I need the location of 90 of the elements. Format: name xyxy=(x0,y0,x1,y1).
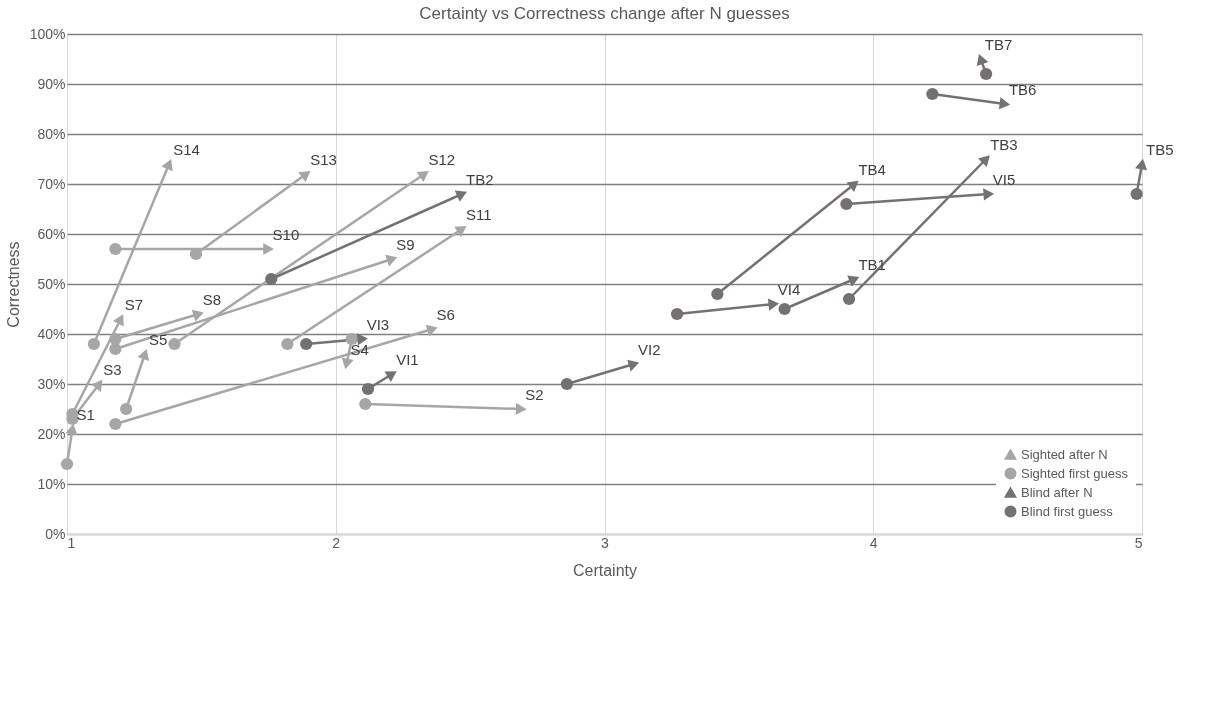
y-tick-label: 40% xyxy=(37,325,66,342)
x-axis-title: Certainty xyxy=(572,561,638,579)
annotation: S2 xyxy=(525,386,544,403)
point xyxy=(454,190,467,202)
point xyxy=(778,302,791,316)
annotation: S14 xyxy=(173,141,200,158)
point xyxy=(300,337,313,351)
annotation: S8 xyxy=(202,291,222,308)
point xyxy=(281,337,294,351)
annotation: S6 xyxy=(436,306,455,323)
point xyxy=(1130,187,1143,201)
point xyxy=(120,402,133,416)
annotation: TB6 xyxy=(1008,81,1037,98)
legend-label: Blind first guess xyxy=(1021,503,1114,519)
annotation: VI2 xyxy=(638,341,661,358)
annotation: S13 xyxy=(310,151,337,168)
point xyxy=(515,402,527,415)
point xyxy=(767,298,780,311)
point xyxy=(191,309,204,322)
annotation: TB7 xyxy=(984,36,1013,53)
annotation: S7 xyxy=(124,296,144,313)
y-tick-label: 60% xyxy=(37,225,66,242)
y-tick-label: 50% xyxy=(37,275,66,292)
point xyxy=(361,382,375,396)
x-tick-label: 3 xyxy=(601,534,610,551)
annotation: S9 xyxy=(396,236,415,253)
point xyxy=(842,292,856,306)
point xyxy=(137,348,150,361)
y-tick-label: 10% xyxy=(37,475,66,492)
annotation: TB2 xyxy=(466,171,494,188)
y-axis-title: Correctness xyxy=(4,241,22,328)
y-tick-label: 80% xyxy=(37,125,66,142)
point xyxy=(926,87,939,101)
point xyxy=(265,272,278,286)
annotation: S1 xyxy=(76,406,95,423)
point xyxy=(87,337,100,351)
point xyxy=(385,254,398,267)
point xyxy=(359,397,372,411)
x-tick-label: 5 xyxy=(1134,534,1143,551)
y-tick-label: 20% xyxy=(37,425,66,442)
point xyxy=(263,242,274,256)
point xyxy=(341,357,354,370)
point xyxy=(65,423,78,436)
y-tick-label: 90% xyxy=(37,75,66,92)
point xyxy=(91,379,103,392)
annotation: S4 xyxy=(350,341,369,358)
annotation: TB5 xyxy=(1146,141,1174,158)
point xyxy=(847,275,860,287)
annotation: VI3 xyxy=(366,316,390,333)
legend-label: Sighted first guess xyxy=(1021,465,1129,481)
point xyxy=(670,307,684,321)
point xyxy=(298,170,311,183)
point xyxy=(109,417,122,431)
point xyxy=(425,324,438,337)
annotation: S3 xyxy=(103,361,122,378)
y-tick-label: 100% xyxy=(29,25,66,42)
legend-label: Blind after N xyxy=(1021,484,1093,500)
x-tick-label: 1 xyxy=(67,534,76,551)
point xyxy=(168,337,181,351)
y-tick-label: 0% xyxy=(45,525,66,542)
point xyxy=(998,97,1011,110)
point xyxy=(1135,158,1148,171)
point xyxy=(978,155,990,168)
point xyxy=(109,332,122,346)
point xyxy=(983,188,995,201)
point xyxy=(627,359,640,372)
y-tick-label: 70% xyxy=(37,175,66,192)
point xyxy=(60,457,74,471)
annotation: VI1 xyxy=(396,351,419,368)
annotation: TB3 xyxy=(990,136,1018,153)
point xyxy=(109,242,122,256)
annotation: S11 xyxy=(466,206,492,223)
annotation: S5 xyxy=(148,331,168,348)
point xyxy=(161,159,173,172)
point xyxy=(846,180,859,193)
point xyxy=(560,377,573,391)
legend-label: Sighted after N xyxy=(1021,446,1108,462)
point xyxy=(345,332,358,346)
annotation: S12 xyxy=(428,151,456,168)
x-tick-label: 4 xyxy=(869,534,878,551)
chart-title: Certainty vs Correctness change after N guesses xyxy=(419,4,790,23)
annotation: VI4 xyxy=(777,281,801,298)
point xyxy=(356,333,368,346)
annotation: VI5 xyxy=(992,171,1016,188)
x-tick-label: 2 xyxy=(332,534,341,551)
y-tick-label: 30% xyxy=(37,375,66,392)
point xyxy=(109,342,122,356)
point xyxy=(840,197,853,211)
annotation: TB4 xyxy=(858,161,886,178)
point xyxy=(711,287,724,301)
